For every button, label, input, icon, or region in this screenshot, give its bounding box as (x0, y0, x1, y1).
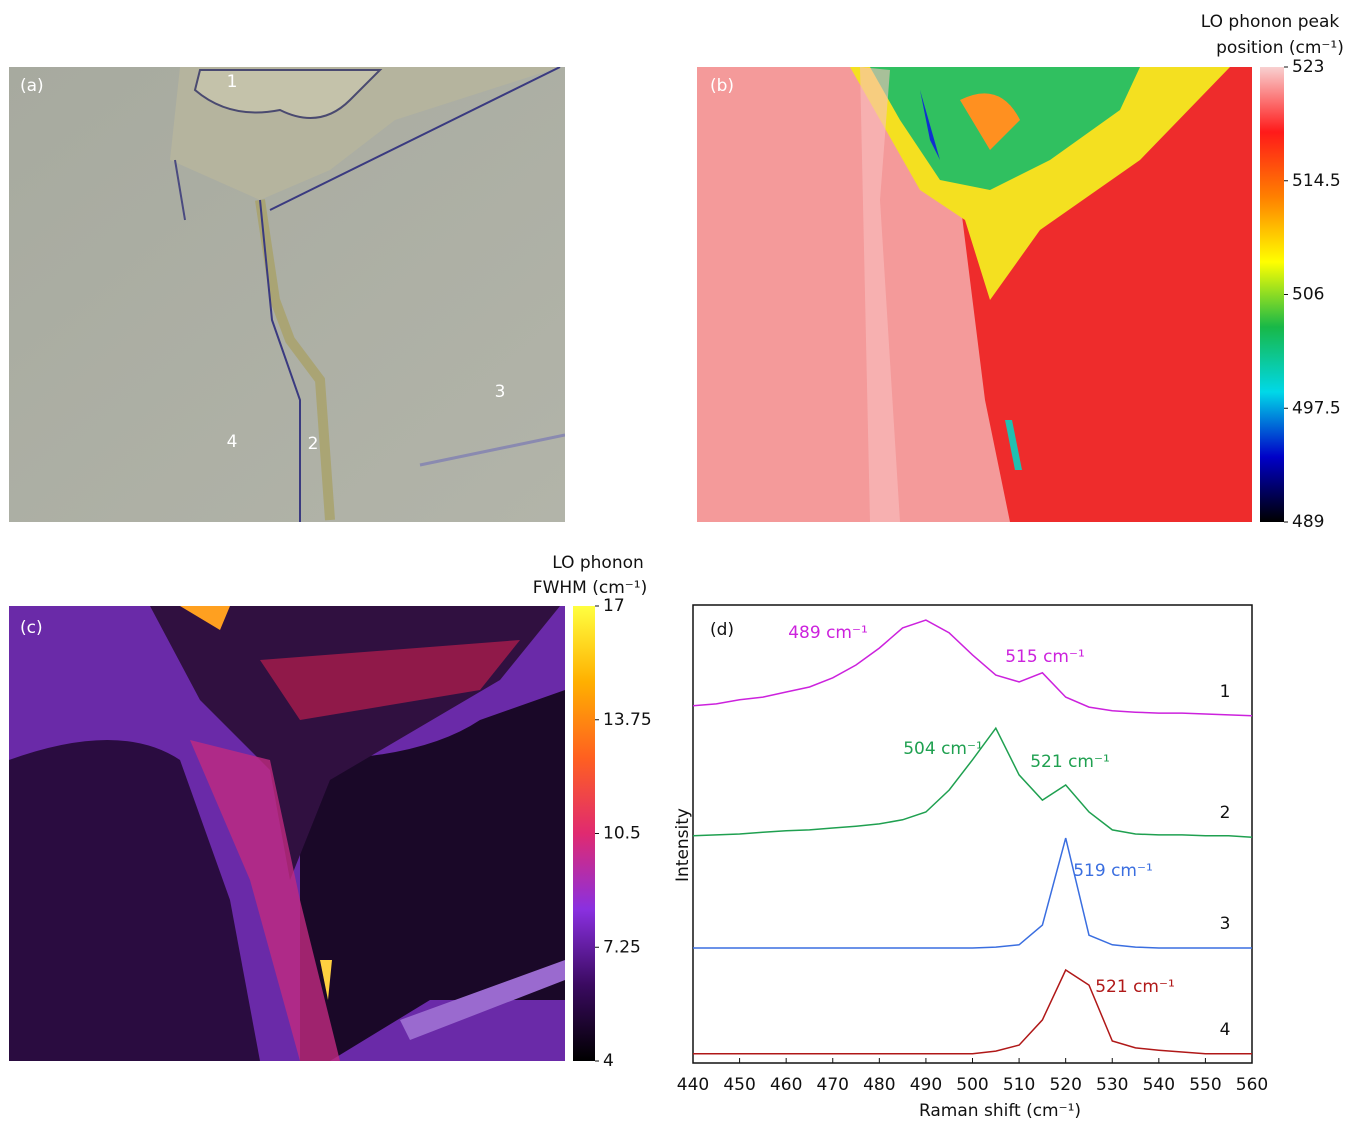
series-label: 4 (1220, 1020, 1231, 1040)
panel-label: (d) (710, 620, 734, 640)
peak-annotation: 519 cm⁻¹ (1073, 861, 1153, 881)
x-tick-label: 500 (956, 1075, 988, 1095)
x-tick-label: 440 (677, 1075, 709, 1095)
x-tick-label: 560 (1236, 1075, 1268, 1095)
point-label: 4 (227, 432, 238, 452)
colorbar-tick-label: 17 (603, 596, 625, 616)
x-tick-label: 460 (770, 1075, 802, 1095)
x-tick-label: 550 (1189, 1075, 1221, 1095)
peak-annotation: 521 cm⁻¹ (1095, 977, 1175, 997)
point-label: 2 (308, 434, 319, 454)
colorbar-tick-label: 4 (603, 1051, 614, 1071)
spectrum-line (692, 726, 1253, 838)
series-label: 3 (1220, 914, 1231, 934)
spectrum-line (692, 619, 1253, 717)
x-tick-label: 480 (863, 1075, 895, 1095)
colorbar-title: LO phonon (552, 553, 644, 573)
colorbar (1260, 67, 1284, 522)
colorbar (573, 606, 595, 1061)
peak-annotation: 504 cm⁻¹ (903, 739, 983, 759)
x-tick-label: 540 (1143, 1075, 1175, 1095)
x-tick-label: 490 (910, 1075, 942, 1095)
colorbar-title: LO phonon peak (1201, 12, 1340, 32)
panel-label: (b) (710, 76, 734, 96)
colorbar-tick-label: 7.25 (603, 937, 641, 957)
colorbar-tick-label: 523 (1292, 57, 1324, 77)
colorbar-tick-label: 497.5 (1292, 398, 1341, 418)
spectrum-line (693, 968, 1252, 1055)
x-tick-label: 530 (1096, 1075, 1128, 1095)
point-label: 1 (227, 72, 238, 92)
colorbar-tick-label: 10.5 (603, 824, 641, 844)
peak-annotation: 521 cm⁻¹ (1030, 752, 1110, 772)
colorbar-tick-label: 13.75 (603, 710, 652, 730)
optical-image (9, 67, 565, 522)
fwhm-map (9, 606, 565, 1061)
colorbar-tick-label: 489 (1292, 512, 1324, 532)
y-axis-label: Intensity (673, 808, 693, 882)
peak-position-map (697, 67, 1252, 522)
x-axis-label: Raman shift (cm⁻¹) (919, 1101, 1081, 1121)
x-tick-label: 520 (1049, 1075, 1081, 1095)
spectrum-line (693, 837, 1252, 949)
x-tick-label: 450 (723, 1075, 755, 1095)
x-tick-label: 510 (1003, 1075, 1035, 1095)
panel-label: (a) (20, 76, 44, 96)
peak-annotation: 515 cm⁻¹ (1005, 647, 1085, 667)
peak-annotation: 489 cm⁻¹ (788, 623, 868, 643)
colorbar-tick-label: 514.5 (1292, 171, 1341, 191)
x-tick-label: 470 (817, 1075, 849, 1095)
series-label: 1 (1220, 682, 1231, 702)
colorbar-title: FWHM (cm⁻¹) (533, 578, 647, 598)
colorbar-tick-label: 506 (1292, 285, 1324, 305)
colorbar-title: position (cm⁻¹) (1216, 38, 1344, 58)
panel-label: (c) (20, 618, 43, 638)
series-label: 2 (1220, 803, 1231, 823)
point-label: 3 (495, 382, 506, 402)
